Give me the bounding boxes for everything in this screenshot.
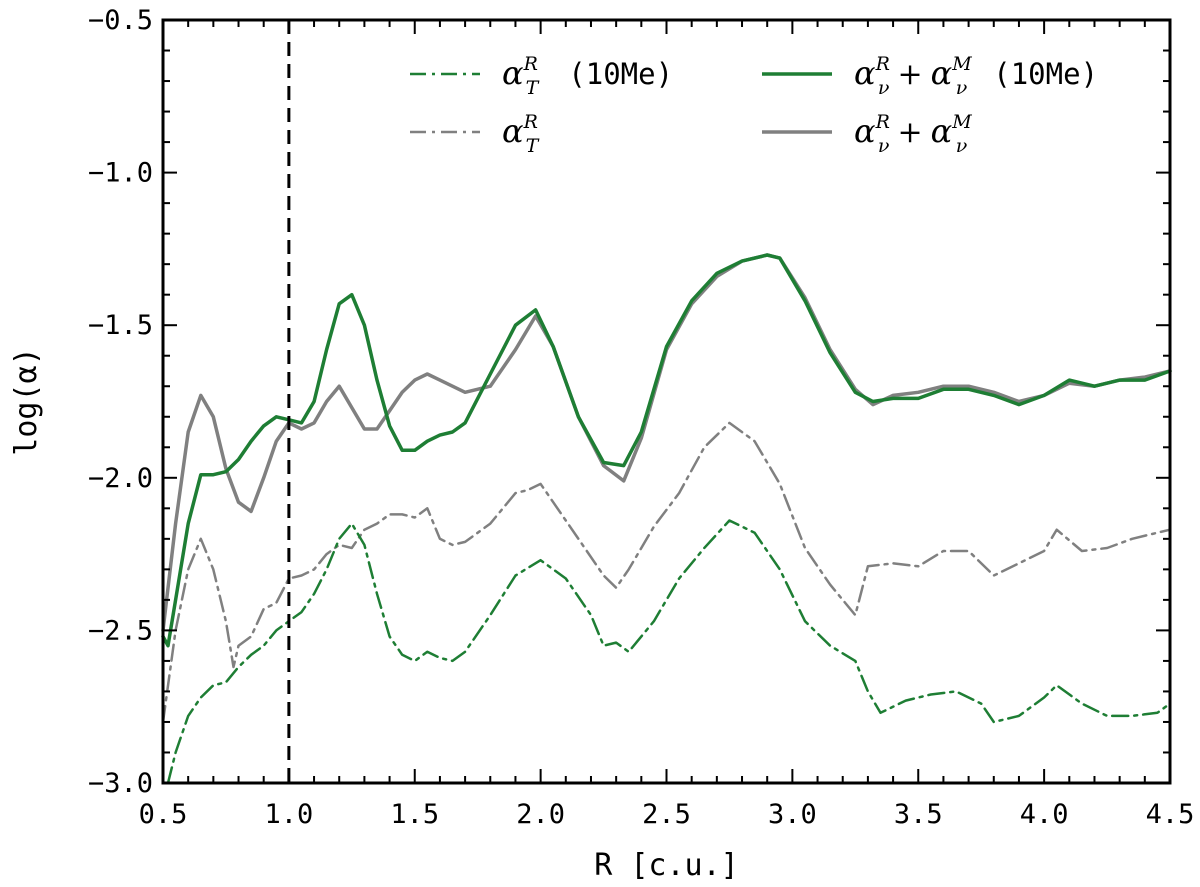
x-tick-label: 1.5 <box>390 799 439 830</box>
y-tick-label: −2.5 <box>88 615 153 646</box>
x-tick-label: 2.5 <box>642 799 691 830</box>
y-tick-label: −3.0 <box>88 768 153 799</box>
series-line-green_solid <box>161 253 1172 648</box>
series-layer <box>161 253 1172 785</box>
x-tick-label: 4.5 <box>1146 799 1195 830</box>
ticks-layer: 0.5 1.0 1.5 2.0 2.5 3.0 3.5 4.0 4.5 −3.0 −2.5 −2.0 −… <box>88 5 1194 830</box>
x-tick-label: 1.0 <box>264 799 313 830</box>
legend-entry-green_solid: αR ν + αM ν (10Me) <box>854 53 1098 99</box>
y-tick-label: −1.5 <box>88 310 153 341</box>
series-line-green_dashdot <box>166 519 1172 785</box>
x-tick-label: 2.0 <box>516 799 565 830</box>
x-tick-label: 3.5 <box>894 799 943 830</box>
x-tick-label: 4.0 <box>1020 799 1069 830</box>
y-axis-label: log(α) <box>9 347 44 455</box>
legend-entry-gray_dashdot: αR T <box>502 111 540 157</box>
series-line-gray_solid <box>161 253 1172 633</box>
series-line-gray_dashdot <box>161 421 1172 724</box>
legend-entry-gray_solid: αR ν + αM ν <box>854 111 972 157</box>
legend: αR T (10Me) αR T αR ν + αM ν (10Me) αR ν + αM ν <box>410 53 1098 157</box>
y-tick-label: −1.0 <box>88 158 153 189</box>
x-axis-label: R [c.u.] <box>594 848 739 883</box>
legend-entry-green_dashdot: αR T (10Me) <box>502 53 673 99</box>
y-tick-label: −2.0 <box>88 463 153 494</box>
y-tick-label: −0.5 <box>88 5 153 36</box>
x-tick-label: 0.5 <box>139 799 188 830</box>
x-tick-label: 3.0 <box>768 799 817 830</box>
